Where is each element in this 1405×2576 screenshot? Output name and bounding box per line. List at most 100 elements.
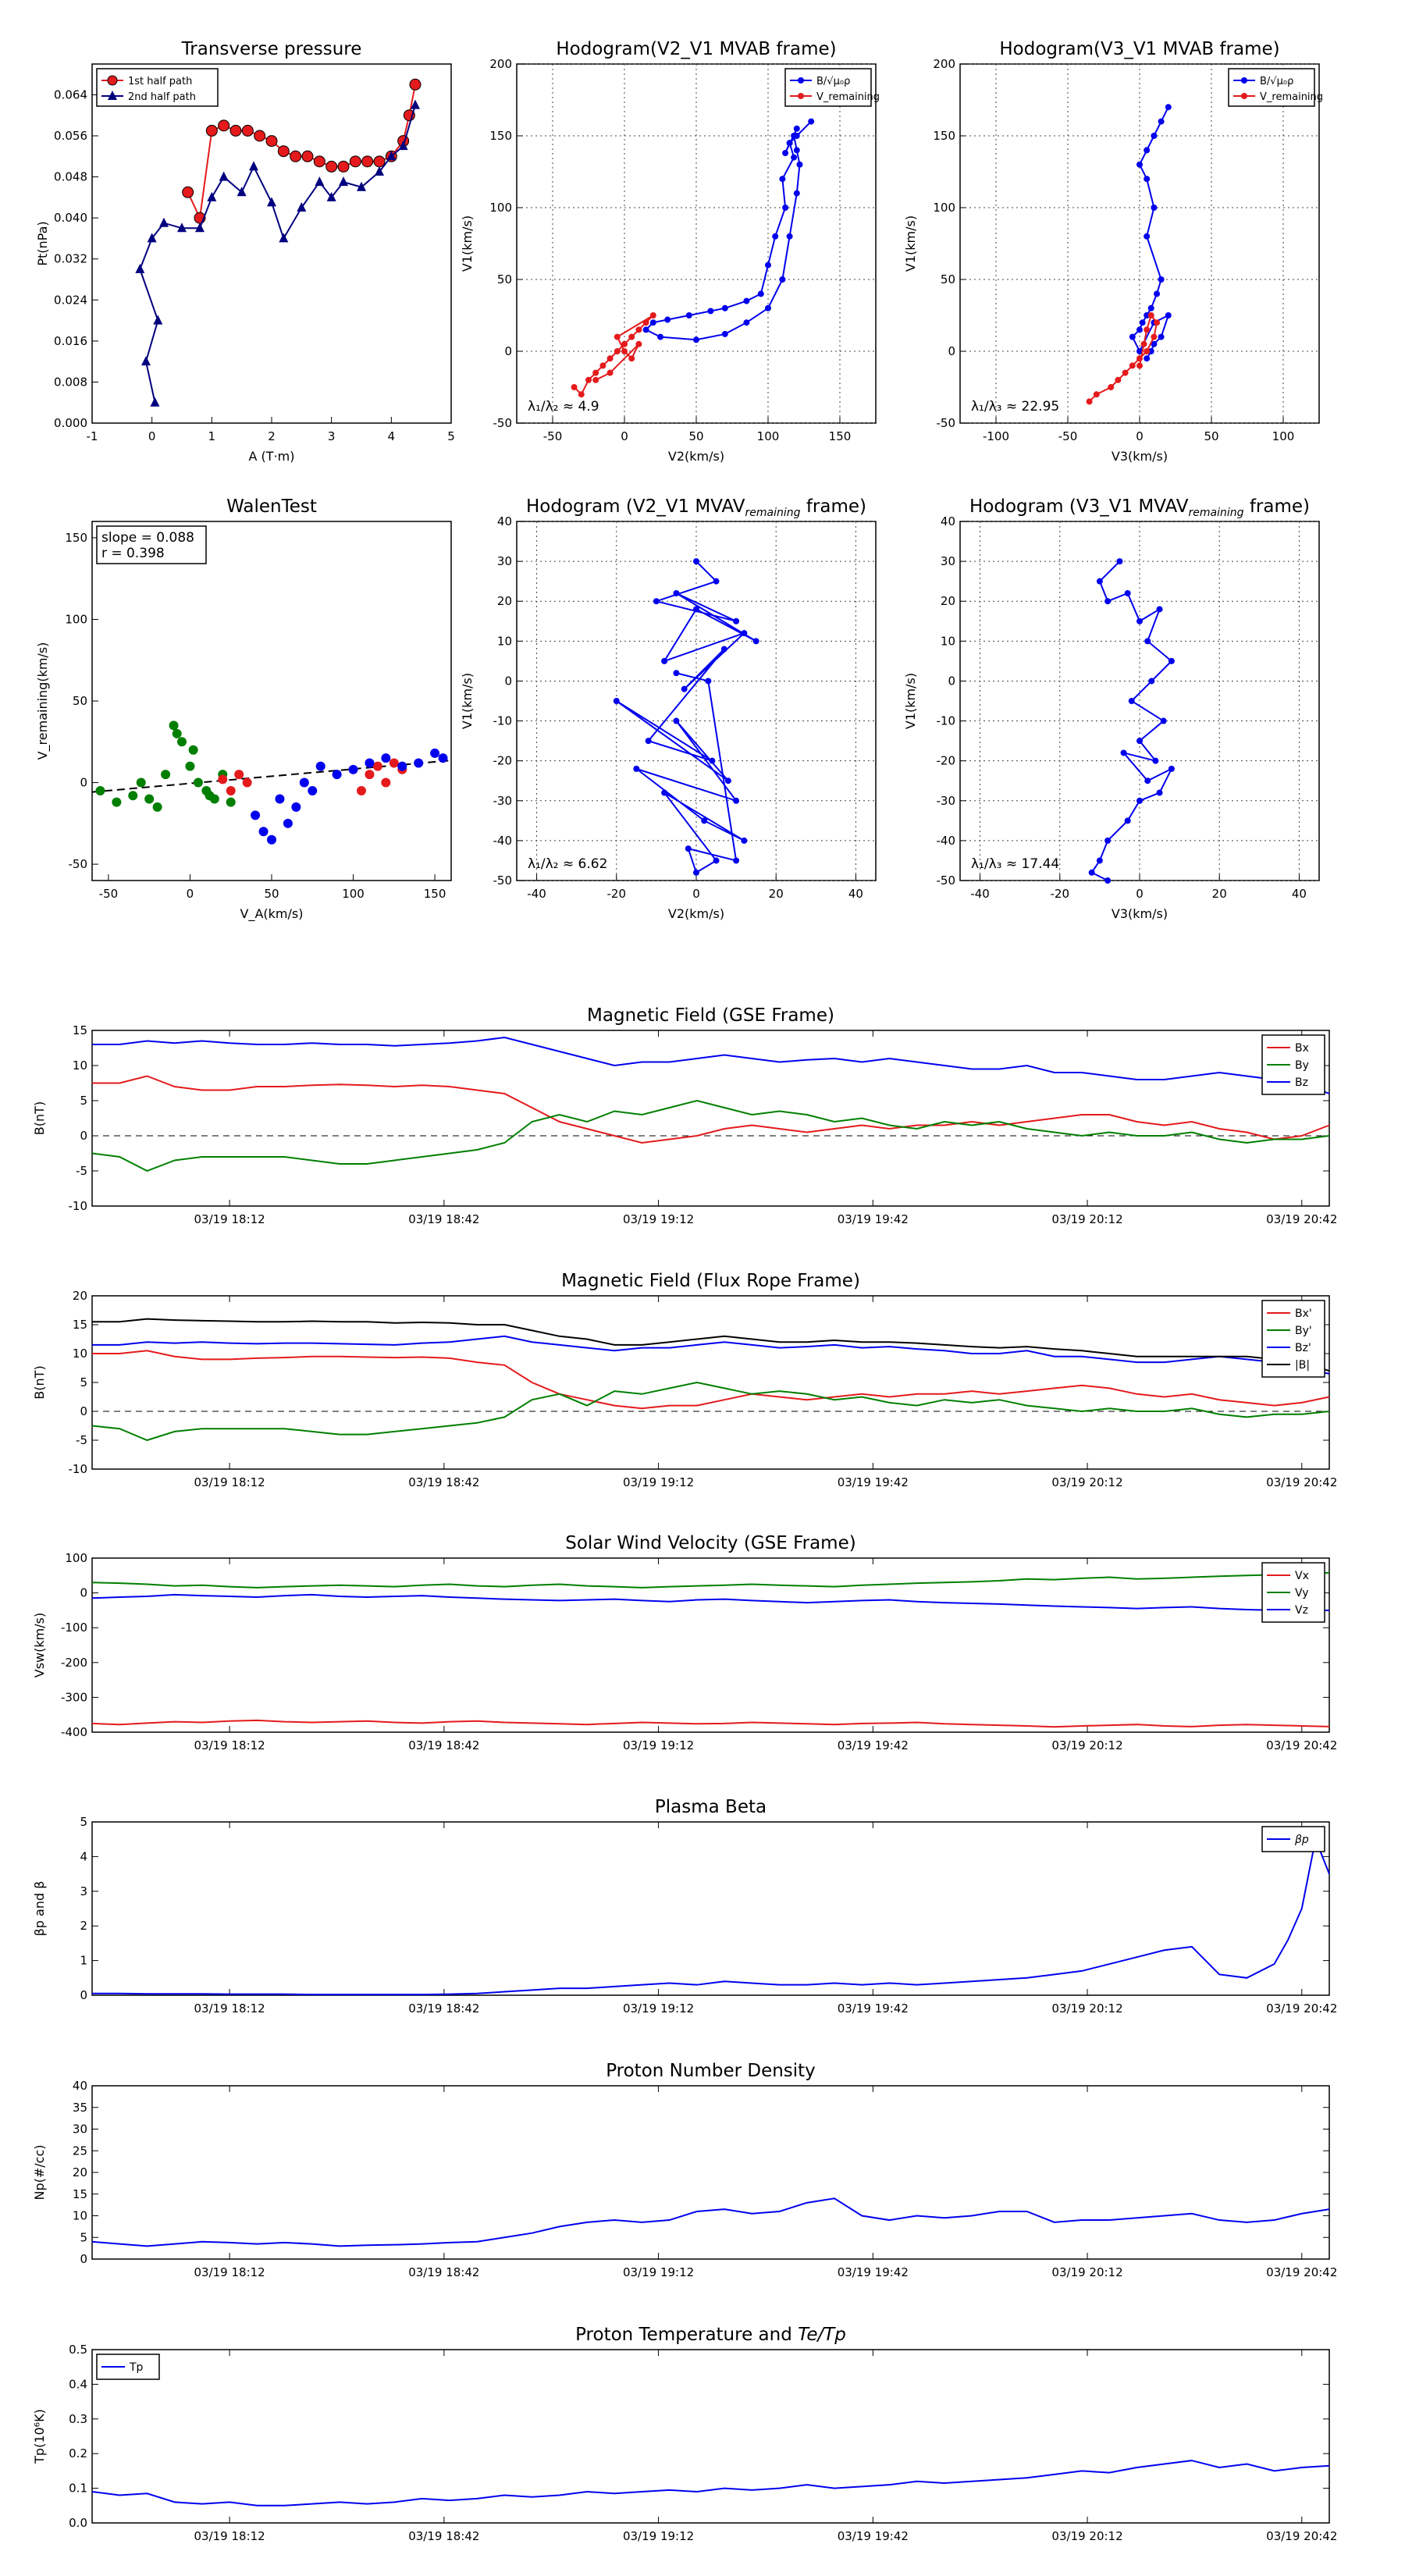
y-tick-label: -20 xyxy=(937,754,956,768)
y-tick-label: 15 xyxy=(73,1318,87,1332)
data-point xyxy=(1136,355,1143,362)
x-tick-label: -1 xyxy=(87,429,98,443)
title-subscript: remaining xyxy=(1189,507,1244,519)
y-tick-label: 0.032 xyxy=(54,252,87,266)
y-tick-label: 10 xyxy=(73,2209,87,2223)
x-tick-label: 03/19 20:42 xyxy=(1266,2265,1337,2279)
x-tick-label: 03/19 19:12 xyxy=(623,1738,694,1752)
x-tick-label: 3 xyxy=(328,429,336,443)
x-tick-label: 0 xyxy=(1136,429,1144,443)
panel-tp: -1 0 1 2 3 4 5 0.000 0.008 0.016 0.024 0.032 0.040 0.… xyxy=(35,39,455,464)
data-point xyxy=(673,717,680,724)
y-tick-label: -100 xyxy=(61,1621,87,1635)
x-tick-label: 03/19 18:12 xyxy=(194,1475,265,1489)
legend-label: Vy xyxy=(1295,1587,1309,1599)
data-point xyxy=(251,810,261,820)
legend-label: |B| xyxy=(1295,1359,1310,1372)
y-tick-label: -50 xyxy=(493,873,513,888)
data-point xyxy=(249,161,258,171)
x-tick-label: 03/19 20:12 xyxy=(1051,2265,1122,2279)
plot-frame xyxy=(91,1030,1330,1207)
data-point xyxy=(1147,348,1154,354)
data-point xyxy=(1151,340,1158,347)
data-point xyxy=(1168,765,1175,772)
series-Vz xyxy=(91,1593,1330,1612)
data-point xyxy=(381,777,391,788)
data-point xyxy=(1136,797,1143,804)
data-point xyxy=(409,78,422,91)
y-axis-label: B(nT) xyxy=(32,1365,47,1399)
y-tick-label: 0 xyxy=(80,2252,87,2266)
y-tick-label: 0.040 xyxy=(54,211,87,225)
data-point xyxy=(701,817,708,824)
y-tick-label: 0 xyxy=(504,674,512,688)
data-point xyxy=(664,316,671,323)
data-point xyxy=(1160,717,1167,724)
legend-label: Tp xyxy=(129,2361,144,2374)
y-tick-label: 10 xyxy=(941,634,955,648)
data-point xyxy=(713,578,720,585)
data-point xyxy=(397,761,407,771)
y-tick-label: 15 xyxy=(73,1023,87,1037)
data-point xyxy=(661,657,668,664)
y-tick-label: 0.056 xyxy=(54,129,87,143)
legend-label: Bx xyxy=(1295,1042,1309,1055)
annotation-text: slope = 0.088 xyxy=(101,530,194,546)
data-point xyxy=(301,150,314,162)
legend-label: βp xyxy=(1294,1834,1309,1846)
data-point xyxy=(1151,133,1158,139)
legend-label: V_remaining xyxy=(816,91,880,103)
data-point xyxy=(414,758,424,768)
legend: B/√μ₀ρ V_remaining xyxy=(784,68,880,107)
x-tick-label: 0 xyxy=(692,887,700,901)
chart-title: Plasma Beta xyxy=(655,1797,767,1817)
data-point xyxy=(141,356,151,366)
x-axis-label: V3(km/s) xyxy=(1112,449,1168,464)
y-tick-label: -50 xyxy=(937,416,956,430)
y-tick-label: 50 xyxy=(73,694,87,708)
data-point xyxy=(1136,362,1143,369)
panel-beta: 03/19 18:12 03/19 18:42 03/19 19:12 03/19 1… xyxy=(32,1797,1337,2016)
y-tick-label: -10 xyxy=(69,1199,88,1213)
data-point xyxy=(1144,233,1151,240)
x-tick-label: 40 xyxy=(1292,887,1307,901)
x-tick-label: -20 xyxy=(1051,887,1070,901)
series-B- xyxy=(642,118,815,343)
data-point xyxy=(709,757,716,764)
data-point xyxy=(218,774,228,785)
data-point xyxy=(1147,312,1154,318)
data-point xyxy=(177,737,187,747)
y-tick-label: 10 xyxy=(497,634,512,648)
x-tick-label: 0 xyxy=(621,429,628,443)
data-point xyxy=(772,233,779,240)
panel-h3: -40 -20 0 20 40 -50 -40 -30 -20 -10 0 10 20 30 40 Hodog… xyxy=(460,496,877,921)
y-tick-label: -50 xyxy=(937,873,956,888)
x-tick-label: 03/19 20:12 xyxy=(1051,1475,1122,1489)
y-tick-label: 0.016 xyxy=(54,334,87,348)
x-axis-label: V2(km/s) xyxy=(668,449,724,464)
x-tick-label: 150 xyxy=(424,887,446,901)
data-point xyxy=(325,160,338,173)
legend-marker xyxy=(108,91,117,100)
title-math: Te/Tp xyxy=(798,2325,846,2345)
x-tick-label: 03/19 18:12 xyxy=(194,2001,265,2016)
y-tick-label: -300 xyxy=(61,1690,87,1704)
data-point xyxy=(1165,104,1172,111)
data-point xyxy=(685,312,692,318)
legend-label: By xyxy=(1295,1059,1309,1072)
data-point xyxy=(1154,290,1161,297)
data-point xyxy=(411,99,420,109)
data-point xyxy=(226,797,236,807)
data-point xyxy=(693,869,699,876)
y-axis-label: Tp(10⁶K) xyxy=(32,2409,47,2464)
data-point xyxy=(150,397,160,407)
panel-h4: -40 -20 0 20 40 -50 -40 -30 -20 -10 0 10 20 30 40 Hodog… xyxy=(903,496,1320,921)
data-point xyxy=(1124,590,1131,596)
data-point xyxy=(373,155,386,168)
x-tick-label: 100 xyxy=(757,429,780,443)
data-point xyxy=(635,326,642,333)
chart-title: Hodogram(V2_V1 MVAB frame) xyxy=(556,39,836,59)
data-point xyxy=(1152,757,1159,764)
y-tick-label: -200 xyxy=(61,1656,87,1670)
annotation-text: λ₁/λ₂ ≈ 6.62 xyxy=(528,856,607,872)
